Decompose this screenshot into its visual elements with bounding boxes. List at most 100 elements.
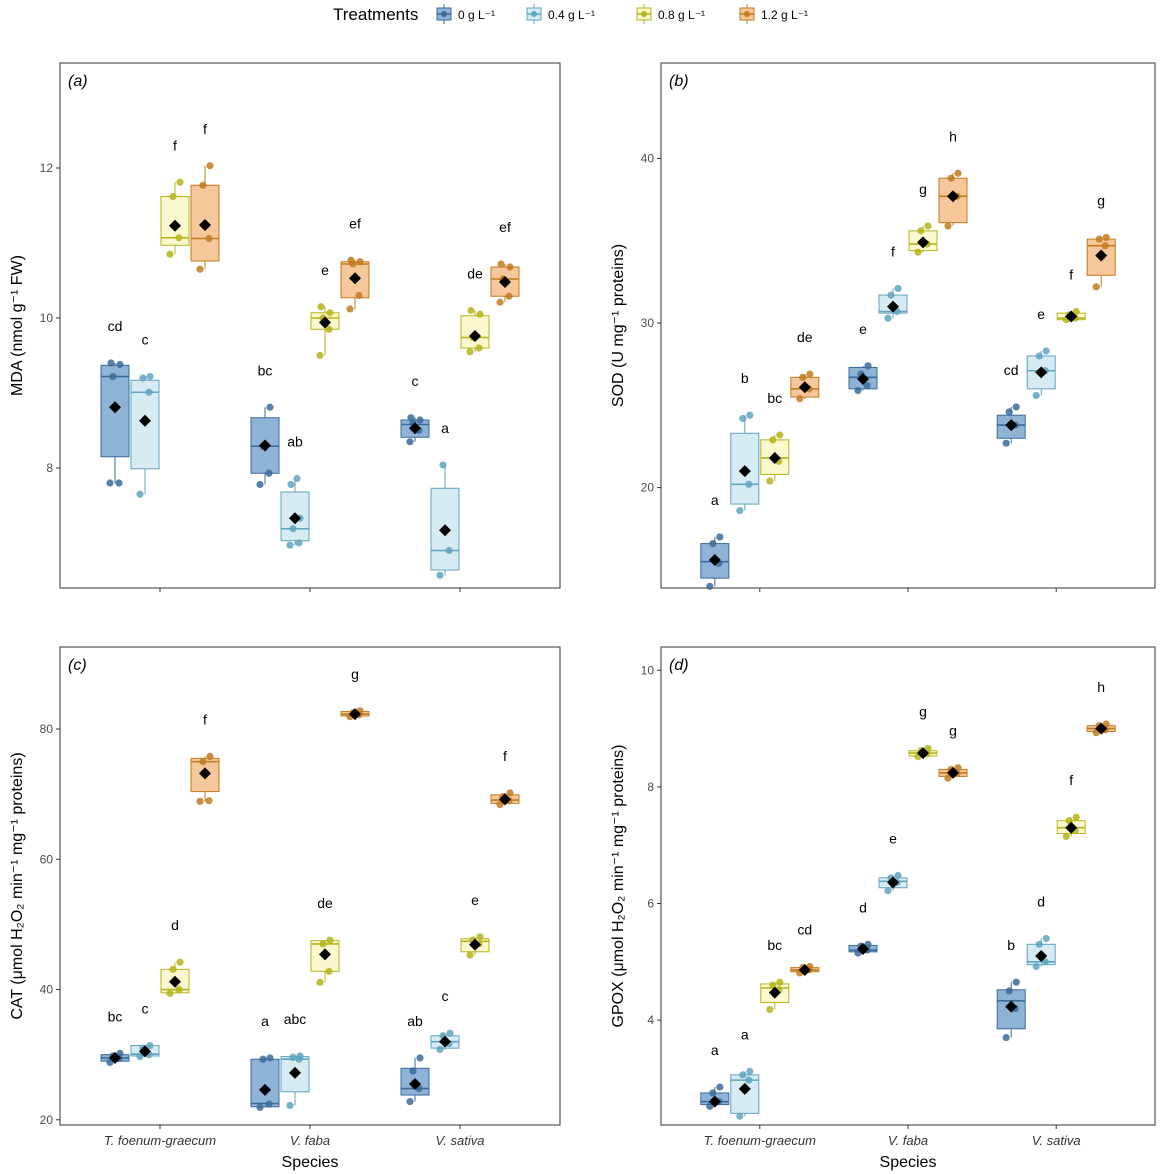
x-tick-label: V. sativa: [436, 1133, 485, 1148]
data-point: [476, 933, 484, 941]
data-point: [1092, 283, 1100, 291]
plot-area: [660, 62, 1156, 589]
panel-label: (d): [669, 657, 689, 674]
data-point: [169, 965, 177, 973]
significance-letter: f: [203, 121, 207, 137]
legend-title: Treatments: [333, 5, 418, 24]
legend-item: 1.2 g L⁻¹: [739, 4, 808, 24]
y-tick-label: 4: [647, 1013, 654, 1027]
data-point: [356, 258, 364, 266]
data-point: [176, 178, 184, 186]
data-point: [884, 887, 892, 895]
data-point: [176, 958, 184, 966]
data-point: [436, 1045, 444, 1054]
data-point: [924, 222, 932, 230]
data-point: [884, 314, 892, 322]
legend-key-point: [441, 11, 447, 17]
mean-marker: [289, 1066, 301, 1079]
data-point: [416, 1054, 424, 1062]
significance-letter: de: [467, 266, 483, 282]
box-d-1-0: a: [730, 1026, 760, 1120]
data-point: [436, 571, 444, 579]
data-point: [289, 525, 297, 533]
mean-marker: [738, 1082, 751, 1095]
mean-marker: [768, 986, 781, 999]
data-point: [196, 265, 204, 273]
panel-label: (c): [68, 657, 87, 674]
y-tick-label: 6: [647, 896, 654, 910]
data-point: [205, 797, 213, 805]
box-b-0-2: cd: [996, 362, 1026, 447]
data-point: [115, 479, 123, 487]
significance-letter: bc: [108, 1008, 123, 1024]
data-point: [347, 256, 355, 264]
data-point: [346, 305, 354, 313]
x-tick-label: T. foenum-graecum: [104, 1133, 216, 1148]
mean-marker: [857, 372, 869, 385]
data-point: [325, 325, 333, 333]
data-point: [887, 291, 895, 299]
data-point: [136, 1053, 144, 1061]
data-point: [736, 507, 744, 515]
mean-marker: [1095, 722, 1108, 735]
data-point: [175, 985, 183, 994]
data-point: [1032, 391, 1040, 400]
significance-letter: a: [711, 492, 719, 508]
data-point: [199, 181, 207, 189]
y-tick-label: 10: [641, 663, 655, 677]
data-point: [416, 416, 424, 424]
x-axis-title: Species: [880, 1154, 937, 1171]
data-point: [496, 298, 504, 306]
data-point: [799, 373, 807, 381]
data-point: [706, 582, 714, 590]
data-point: [439, 461, 447, 469]
box-d-2-2: f: [1056, 772, 1086, 841]
panel-a: (a) 8 10 12 MDA (nmol g⁻¹ FW) cd bc c c ab a f e de f e…: [9, 62, 561, 592]
data-point: [864, 362, 872, 370]
data-point: [116, 360, 124, 369]
mean-marker: [947, 766, 959, 779]
significance-letter: e: [471, 892, 479, 908]
y-tick-label: 20: [641, 481, 655, 495]
data-point: [769, 436, 777, 444]
mean-marker: [1005, 1000, 1018, 1013]
significance-letter: g: [351, 666, 359, 682]
box-b-3-0: de: [790, 329, 820, 403]
data-point: [1032, 962, 1040, 971]
significance-letter: a: [441, 420, 449, 436]
data-point: [505, 292, 513, 300]
y-axis-title: CAT (μmol H₂O₂ min⁻¹ mg⁻¹ proteins): [9, 752, 26, 1019]
data-point: [766, 1005, 774, 1014]
mean-marker: [439, 1035, 451, 1048]
mean-marker: [1035, 366, 1048, 379]
data-point: [1042, 347, 1050, 355]
panel-label: (a): [68, 73, 88, 90]
box-d-3-2: h: [1086, 679, 1116, 737]
data-point: [136, 490, 144, 498]
data-point: [863, 381, 871, 390]
box-d-1-1: e: [878, 831, 908, 895]
mean-marker: [469, 938, 481, 951]
significance-letter: abc: [284, 1011, 307, 1027]
data-point: [265, 469, 273, 477]
data-point: [1005, 987, 1013, 995]
data-point: [107, 359, 115, 367]
data-point: [497, 260, 505, 268]
mean-marker: [319, 948, 331, 961]
data-point: [296, 1052, 304, 1060]
box-c-2-1: de: [310, 895, 340, 986]
data-point: [914, 248, 922, 256]
mean-marker: [738, 465, 751, 478]
data-point: [716, 533, 724, 541]
significance-letter: f: [1069, 772, 1073, 788]
legend-key-point: [641, 11, 647, 17]
significance-letter: cd: [108, 318, 123, 334]
legend-label: 0.4 g L⁻¹: [548, 8, 595, 22]
x-tick-label: V. faba: [290, 1133, 330, 1148]
mean-marker: [1095, 249, 1108, 262]
box-b-0-1: e: [848, 321, 878, 395]
significance-letter: e: [321, 262, 329, 278]
data-point: [745, 480, 753, 488]
legend: Treatments 0 g L⁻¹ 0.4 g L⁻¹ 0.8 g L⁻¹ 1.2 …: [333, 4, 808, 24]
significance-letter: cd: [1004, 362, 1019, 378]
